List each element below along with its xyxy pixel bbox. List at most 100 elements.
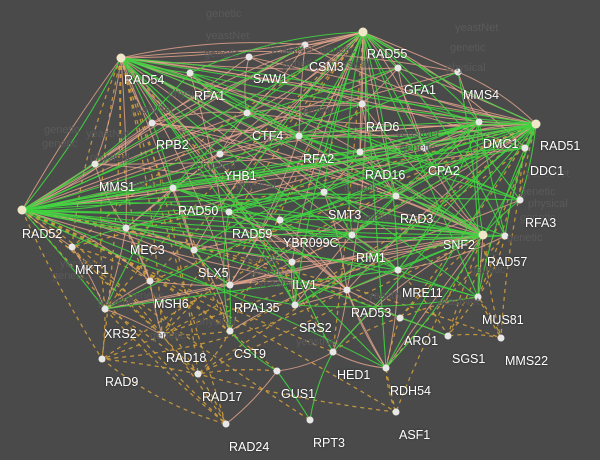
- edge-yeastNet[interactable]: [229, 330, 278, 372]
- edge-physical[interactable]: [294, 234, 353, 306]
- edge-yeastNet[interactable]: [21, 209, 506, 239]
- edge-physical[interactable]: [120, 42, 306, 59]
- edge-yeastNet[interactable]: [478, 121, 506, 237]
- edge-genetic[interactable]: [21, 209, 199, 375]
- graph-node[interactable]: [306, 416, 314, 424]
- edge-physical[interactable]: [104, 280, 151, 310]
- edge-yeastNet[interactable]: [228, 31, 364, 213]
- edge-yeastNet[interactable]: [125, 147, 526, 229]
- edge-physical[interactable]: [120, 50, 459, 73]
- edge-physical[interactable]: [291, 234, 484, 263]
- edge-yeastNet[interactable]: [298, 135, 484, 236]
- graph-node[interactable]: [382, 364, 390, 372]
- edge-physical[interactable]: [151, 121, 480, 133]
- edge-yeastNet[interactable]: [21, 147, 526, 211]
- edge-yeastNet[interactable]: [346, 234, 484, 291]
- graph-node[interactable]: [358, 27, 368, 37]
- edge-yeastNet[interactable]: [347, 31, 364, 236]
- edge-genetic[interactable]: [500, 123, 537, 339]
- edge-yeastNet[interactable]: [362, 31, 387, 369]
- edge-yeastNet[interactable]: [351, 234, 484, 241]
- edge-yeastNet[interactable]: [323, 121, 480, 193]
- graph-node[interactable]: [169, 184, 177, 192]
- edge-yeastNet[interactable]: [362, 31, 399, 271]
- edge-physical[interactable]: [332, 289, 348, 353]
- edge-physical[interactable]: [71, 246, 106, 310]
- edge-yeastNet[interactable]: [291, 261, 334, 353]
- edge-physical[interactable]: [229, 123, 537, 286]
- edge-genetic[interactable]: [21, 209, 103, 360]
- graph-node[interactable]: [478, 230, 488, 240]
- edge-physical[interactable]: [279, 219, 348, 291]
- edge-physical[interactable]: [361, 67, 399, 105]
- edge-yeastNet[interactable]: [120, 57, 521, 201]
- graph-node[interactable]: [295, 132, 303, 140]
- edge-genetic[interactable]: [385, 235, 506, 369]
- edge-physical[interactable]: [120, 57, 127, 229]
- graph-node[interactable]: [521, 144, 529, 152]
- edge-yeastNet[interactable]: [362, 31, 479, 298]
- edge-yeastNet[interactable]: [172, 121, 480, 189]
- edge-yeastNet[interactable]: [351, 121, 480, 236]
- graph-node[interactable]: [276, 216, 284, 224]
- edge-yeastNet[interactable]: [276, 370, 311, 421]
- graph-node[interactable]: [348, 231, 356, 239]
- edge-physical[interactable]: [104, 227, 127, 310]
- edge-physical[interactable]: [120, 57, 195, 251]
- edge-physical[interactable]: [120, 57, 537, 125]
- edge-yeastNet[interactable]: [120, 57, 296, 306]
- graph-node[interactable]: [358, 100, 366, 108]
- graph-node[interactable]: [226, 327, 234, 335]
- graph-node[interactable]: [516, 196, 524, 204]
- graph-node[interactable]: [454, 68, 462, 76]
- edge-physical[interactable]: [21, 56, 250, 211]
- graph-node[interactable]: [343, 286, 351, 294]
- edge-yeastNet[interactable]: [385, 234, 484, 369]
- edge-yeastNet[interactable]: [323, 123, 537, 193]
- edge-yeastNet[interactable]: [71, 227, 127, 248]
- edge-yeastNet[interactable]: [323, 191, 353, 236]
- edge-genetic[interactable]: [21, 209, 311, 421]
- edge-genetic[interactable]: [161, 234, 484, 336]
- edge-genetic[interactable]: [397, 269, 449, 337]
- edge-genetic[interactable]: [447, 123, 537, 337]
- graph-node[interactable]: [243, 109, 251, 117]
- edge-yeastNet[interactable]: [298, 121, 480, 137]
- edge-yeastNet[interactable]: [189, 72, 300, 137]
- edge-yeastNet[interactable]: [359, 123, 537, 153]
- graph-node[interactable]: [186, 69, 194, 77]
- edge-genetic[interactable]: [21, 209, 502, 339]
- edge-physical[interactable]: [457, 71, 537, 125]
- edge-genetic[interactable]: [161, 330, 231, 336]
- edge-genetic[interactable]: [119, 57, 151, 282]
- edge-yeastNet[interactable]: [21, 209, 479, 298]
- graph-node[interactable]: [68, 243, 76, 251]
- graph-node[interactable]: [273, 367, 281, 375]
- edge-genetic[interactable]: [120, 57, 163, 336]
- graph-node[interactable]: [98, 355, 106, 363]
- graph-node[interactable]: [301, 41, 309, 49]
- graph-node[interactable]: [245, 53, 253, 61]
- edge-genetic[interactable]: [120, 57, 199, 375]
- edge-genetic[interactable]: [385, 367, 397, 413]
- graph-node[interactable]: [122, 224, 130, 232]
- edge-genetic[interactable]: [477, 296, 502, 339]
- edge-physical[interactable]: [423, 147, 484, 236]
- edge-yeastNet[interactable]: [189, 72, 521, 201]
- edge-yeastNet[interactable]: [351, 234, 399, 271]
- edge-yeastNet[interactable]: [125, 227, 195, 251]
- edge-physical[interactable]: [397, 235, 506, 271]
- edge-yeastNet[interactable]: [193, 249, 231, 286]
- graph-node[interactable]: [291, 301, 299, 309]
- edge-genetic[interactable]: [197, 369, 278, 375]
- edge-physical[interactable]: [397, 67, 425, 149]
- edge-yeastNet[interactable]: [172, 31, 364, 189]
- edge-yeastNet[interactable]: [228, 211, 296, 306]
- edge-physical[interactable]: [246, 44, 306, 114]
- edge-yeastNet[interactable]: [172, 187, 230, 213]
- edge-genetic[interactable]: [161, 31, 364, 336]
- edge-yeastNet[interactable]: [21, 209, 296, 306]
- edge-physical[interactable]: [276, 351, 334, 372]
- edge-yeastNet[interactable]: [477, 123, 537, 298]
